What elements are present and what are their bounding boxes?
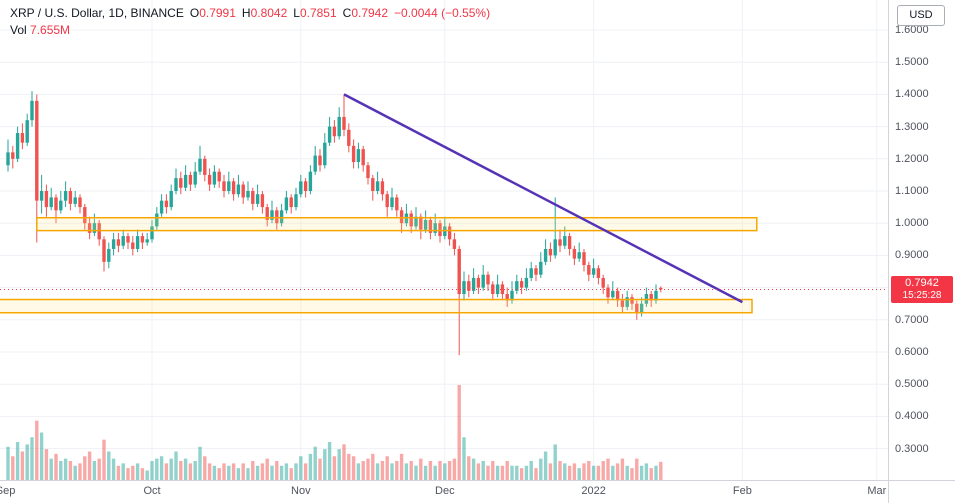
descending-trendline[interactable] bbox=[343, 93, 743, 304]
axis-corner bbox=[888, 480, 955, 503]
change-value: −0.0044 (−0.55%) bbox=[394, 6, 491, 20]
chart-area[interactable]: XRP / U.S. Dollar, 1D, BINANCE O0.7991 H0.… bbox=[0, 0, 888, 480]
volume-value: 7.655M bbox=[30, 23, 71, 37]
price-axis-label: 0.7000 bbox=[895, 313, 929, 326]
price-axis-label: 1.1000 bbox=[895, 185, 929, 197]
price-axis-label: 0.5000 bbox=[895, 378, 929, 391]
close-value: 0.7942 bbox=[351, 6, 389, 20]
price-axis-label: 1.6000 bbox=[895, 24, 929, 36]
grid-lines bbox=[0, 0, 888, 480]
volume-bars bbox=[6, 385, 663, 480]
legend-row-1: XRP / U.S. Dollar, 1D, BINANCE O0.7991 H0.… bbox=[10, 6, 490, 20]
price-zone-box[interactable] bbox=[36, 216, 758, 232]
last-price-badge: 0.7942 15:25:28 bbox=[891, 276, 953, 304]
currency-usd-button[interactable]: USD bbox=[897, 5, 945, 26]
last-price-value: 0.7942 bbox=[905, 277, 939, 290]
close-label: C bbox=[342, 6, 352, 20]
time-axis-label: 2022 bbox=[581, 485, 606, 497]
open-label: O bbox=[189, 6, 200, 20]
price-axis-label: 1.4000 bbox=[895, 88, 929, 101]
price-chart-canvas[interactable] bbox=[0, 0, 888, 480]
price-axis-label: 0.9000 bbox=[895, 249, 929, 262]
legend-row-2: Vol 7.655M bbox=[10, 23, 490, 37]
high-value: 0.8042 bbox=[250, 6, 288, 20]
price-axis-label: 0.6000 bbox=[895, 346, 929, 358]
symbol-title[interactable]: XRP / U.S. Dollar, 1D, BINANCE bbox=[10, 6, 184, 20]
low-value: 0.7851 bbox=[299, 6, 337, 20]
price-axis-label: 1.3000 bbox=[895, 120, 929, 133]
time-axis-label: Feb bbox=[732, 485, 752, 497]
low-label: L bbox=[293, 6, 300, 20]
price-axis-label: 1.0000 bbox=[895, 217, 929, 230]
time-axis-label: Oct bbox=[143, 485, 161, 497]
time-axis-label: Dec bbox=[435, 485, 455, 497]
time-axis[interactable]: Sep Oct Nov Dec 2022 Feb Mar bbox=[0, 480, 888, 503]
bar-close-countdown: 15:25:28 bbox=[902, 290, 942, 302]
high-label: H bbox=[241, 6, 251, 20]
symbol-legend: XRP / U.S. Dollar, 1D, BINANCE O0.7991 H0.… bbox=[10, 6, 490, 37]
price-axis-label: 1.2000 bbox=[895, 152, 929, 165]
drawing-annotations[interactable] bbox=[0, 93, 888, 314]
volume-label: Vol bbox=[10, 23, 27, 37]
candlesticks bbox=[6, 91, 663, 356]
price-axis-label: 0.3000 bbox=[895, 442, 929, 455]
time-axis-label: Sep bbox=[0, 485, 16, 497]
price-axis-label: 0.4000 bbox=[895, 410, 929, 423]
time-axis-label: Nov bbox=[291, 485, 311, 497]
price-zone-box[interactable] bbox=[0, 298, 753, 314]
open-value: 0.7991 bbox=[199, 6, 236, 20]
price-axis[interactable]: USD 0.7942 15:25:28 1.6000 1.5000 1.4000 1.… bbox=[888, 0, 955, 480]
time-axis-label: Mar bbox=[867, 485, 887, 497]
price-axis-label: 1.5000 bbox=[895, 56, 929, 69]
